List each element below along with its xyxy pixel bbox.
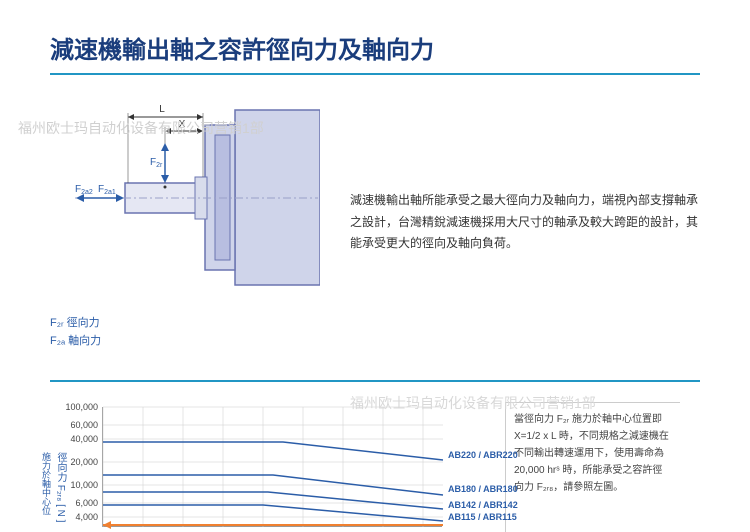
dim-l-label: L <box>159 104 165 115</box>
y-tick: 100,000 <box>65 402 98 412</box>
legend: F₂ᵣ 徑向力 F₂ₐ 軸向力 <box>50 315 320 350</box>
f2r-label: F2r <box>150 157 163 169</box>
y-axis-label: 徑向力 F₂ᵣ₈ [ N ] 施力於軸中心位 <box>40 452 68 522</box>
legend-radial: F₂ᵣ 徑向力 <box>50 315 320 333</box>
fa2-label: F2a2 <box>75 184 93 196</box>
y-tick: 60,000 <box>70 420 98 430</box>
y-tick: 4,000 <box>75 512 98 522</box>
series-label: AB220 / ABR220 <box>448 450 518 460</box>
chart-description: 當徑向力 F₂ᵣ 施力於軸中心位置即 X=1/2 x L 時，不同規格之減速機在… <box>505 402 680 532</box>
watermark-mid: 福州欧士玛自动化设备有限公司营销1部 <box>350 393 596 413</box>
page-title: 減速機輸出軸之容許徑向力及軸向力 <box>50 30 700 65</box>
series-label: AB142 / ABR142 <box>448 500 518 510</box>
watermark-top: 福州欧士玛自动化设备有限公司营销1部 <box>18 118 264 138</box>
chart: 徑向力 F₂ᵣ₈ [ N ] 施力於軸中心位 100,00060,00040,0… <box>50 402 490 532</box>
fa1-label: F2a1 <box>98 184 116 196</box>
plot-area <box>102 407 442 527</box>
y-tick: 6,000 <box>75 498 98 508</box>
y-tick: 40,000 <box>70 434 98 444</box>
legend-axial: F₂ₐ 軸向力 <box>50 333 320 351</box>
section-divider <box>50 380 700 382</box>
y-tick: 10,000 <box>70 480 98 490</box>
section-chart: 徑向力 F₂ᵣ₈ [ N ] 施力於軸中心位 100,00060,00040,0… <box>50 402 700 532</box>
plot-svg <box>103 407 443 527</box>
y-tick: 20,000 <box>70 457 98 467</box>
series-label: AB115 / ABR115 <box>448 512 517 522</box>
series-label: AB180 / ABR180 <box>448 484 518 494</box>
description-text: 減速機輸出軸所能承受之最大徑向力及軸向力，端視內部支撐軸承之設計，台灣精銳減速機… <box>350 190 700 255</box>
title-underline <box>50 73 700 75</box>
